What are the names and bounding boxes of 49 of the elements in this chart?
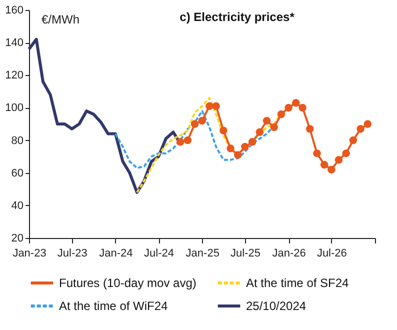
point	[277, 110, 286, 118]
legend-label: At the time of SF24	[246, 276, 350, 290]
point	[320, 160, 328, 169]
y-tick-label: 160	[5, 4, 24, 16]
point	[220, 126, 228, 134]
legend-label: 25/10/2024	[246, 299, 306, 313]
point	[241, 142, 249, 151]
y-tick-label: 140	[5, 37, 24, 50]
point	[226, 144, 234, 152]
point	[349, 136, 358, 144]
point	[262, 116, 271, 125]
x-tick-label: Jan-23	[12, 248, 46, 260]
y-axis-title: €/MWh	[42, 12, 80, 26]
legend-label: At the time of WiF24	[59, 299, 168, 313]
point	[184, 136, 192, 144]
point	[313, 149, 321, 158]
x-tick-label: Jan-24	[99, 248, 133, 260]
y-tick-label: 40	[11, 200, 24, 212]
chart-title: c) Electricity prices*	[180, 10, 295, 24]
x-tick-label: Jul-24	[144, 248, 174, 260]
point	[248, 138, 256, 146]
x-tick-label: Jan-25	[186, 248, 220, 260]
x-tick-label: Jul-23	[57, 248, 88, 260]
point	[334, 156, 343, 164]
point	[190, 120, 199, 128]
point	[356, 125, 364, 133]
point	[298, 104, 306, 112]
x-tick-label: Jul-26	[316, 248, 347, 260]
x-tick-label: Jul-25	[230, 248, 260, 260]
point	[256, 128, 264, 136]
point	[328, 166, 336, 174]
point	[364, 120, 372, 128]
x-tick-label: Jan-26	[272, 248, 306, 260]
point	[176, 138, 184, 146]
point	[198, 116, 206, 125]
point	[206, 102, 214, 110]
legend-label: Futures (10-day mov avg)	[59, 276, 196, 290]
point	[270, 123, 278, 132]
point	[284, 104, 292, 112]
y-tick-label: 80	[11, 134, 24, 147]
y-tick-label: 20	[11, 232, 24, 244]
point	[342, 149, 350, 158]
point	[306, 125, 314, 133]
point	[234, 151, 242, 159]
y-tick-label: 100	[5, 102, 24, 114]
point	[212, 102, 220, 110]
point	[292, 98, 300, 107]
y-tick-label: 120	[5, 70, 24, 82]
y-tick-label: 60	[11, 167, 24, 180]
